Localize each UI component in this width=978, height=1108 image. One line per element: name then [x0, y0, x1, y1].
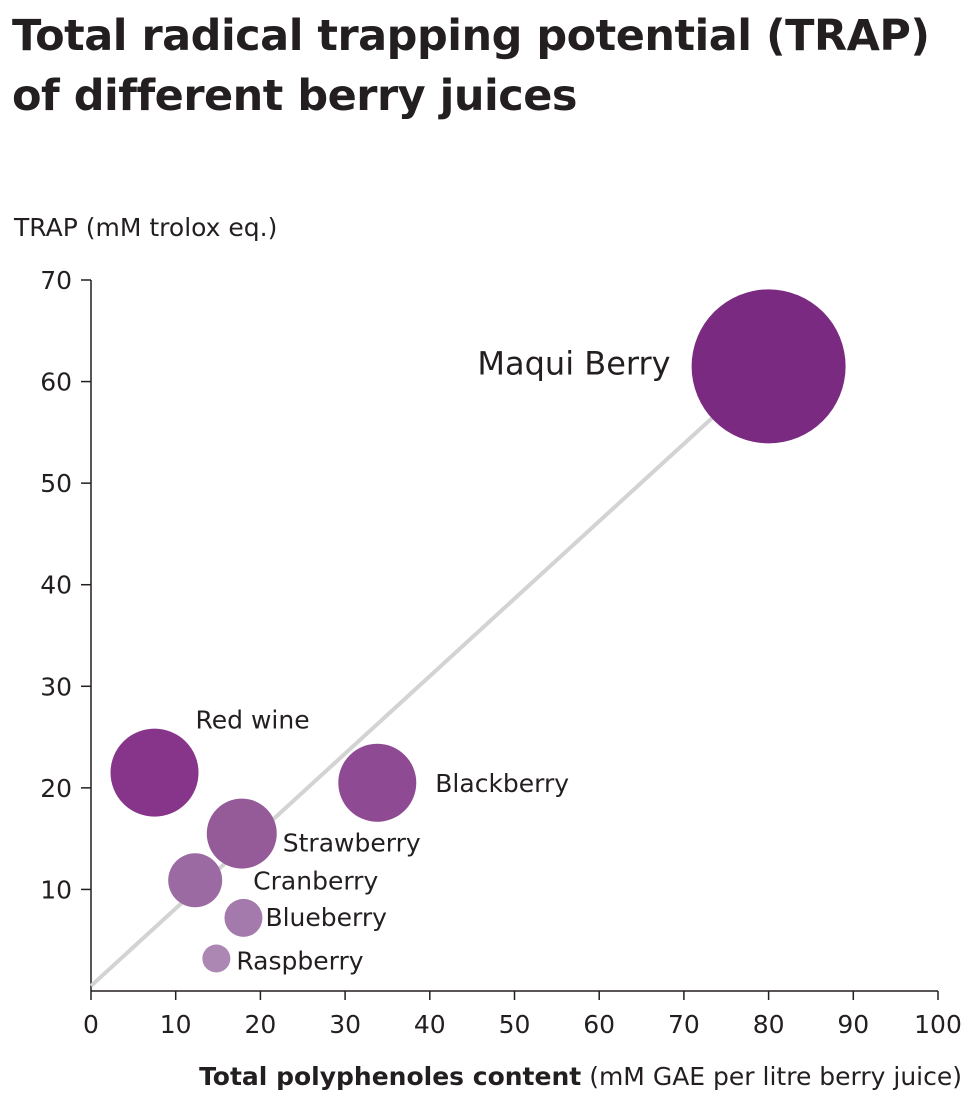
x-tick-label: 60: [583, 1010, 615, 1039]
y-tick-label: 60: [40, 368, 72, 397]
bubble-label-maqui-berry: Maqui Berry: [477, 344, 670, 382]
bubble-blackberry: [338, 743, 417, 822]
bubble-maqui-berry: [691, 289, 846, 444]
bubble-label-cranberry: Cranberry: [253, 866, 378, 895]
plot-area: 10 20 30 40 50 60 70 0 10 20 30 40 50 60 70 80 90 100 Maqu…: [40, 266, 962, 1039]
y-axis-label: TRAP (mM trolox eq.): [13, 213, 277, 242]
bubble-label-red-wine: Red wine: [196, 706, 310, 735]
y-tick-label: 10: [40, 875, 72, 904]
x-axis-label-rest: (mM GAE per litre berry juice): [589, 1062, 962, 1091]
x-tick-label: 10: [160, 1010, 192, 1039]
bubble-label-strawberry: Strawberry: [283, 829, 421, 858]
x-tick-label: 0: [83, 1010, 99, 1039]
chart-title-line1: Total radical trapping potential (TRAP): [12, 11, 930, 61]
x-axis-label: Total polyphenoles content (mM GAE per li…: [199, 1062, 962, 1091]
chart-title: Total radical trapping potential (TRAP) …: [12, 6, 962, 126]
x-axis-label-bold: Total polyphenoles content: [199, 1062, 581, 1091]
bubble-cranberry: [168, 853, 223, 908]
x-tick-label: 90: [837, 1010, 869, 1039]
bubble-label-blueberry: Blueberry: [265, 903, 387, 932]
x-tick-label: 70: [668, 1010, 700, 1039]
bubble-blueberry: [224, 898, 263, 937]
y-tick-label: 20: [40, 774, 72, 803]
x-tick-label: 40: [414, 1010, 446, 1039]
x-tick-label: 20: [244, 1010, 276, 1039]
x-tick-label: 80: [753, 1010, 785, 1039]
bubble-label-raspberry: Raspberry: [236, 946, 363, 975]
y-tick-label: 70: [40, 266, 72, 295]
y-tick-label: 50: [40, 469, 72, 498]
y-tick-label: 30: [40, 672, 72, 701]
bubble-red-wine: [110, 728, 199, 817]
x-tick-label: 100: [914, 1010, 962, 1039]
bubble-raspberry: [202, 944, 231, 973]
y-tick-label: 40: [40, 571, 72, 600]
bubble-label-blackberry: Blackberry: [435, 769, 569, 798]
chart-title-line2: of different berry juices: [12, 71, 578, 121]
x-tick-label: 50: [499, 1010, 531, 1039]
bubble-strawberry: [206, 798, 277, 869]
x-tick-label: 30: [329, 1010, 361, 1039]
